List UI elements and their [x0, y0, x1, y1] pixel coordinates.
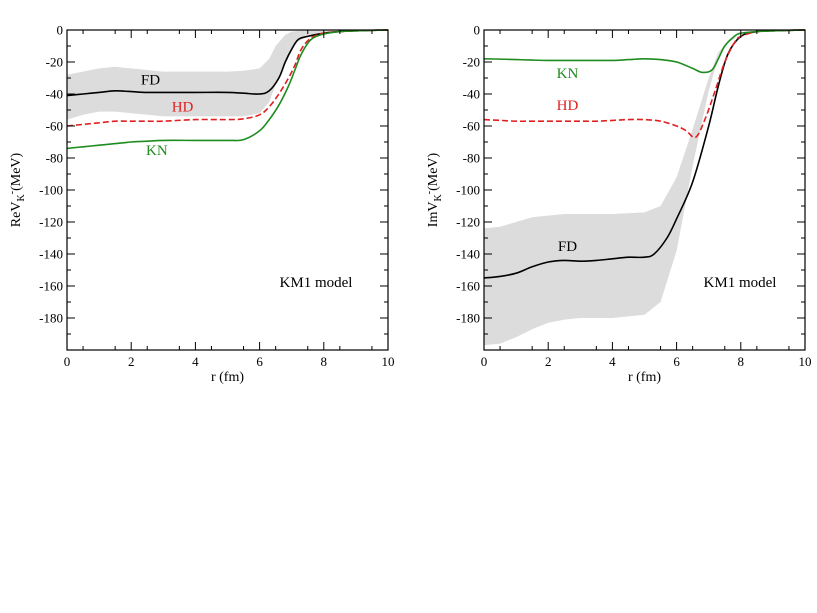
panel-real-potential: FD HD KN 0 2 4 6 8 10 0 -20 -40 -60 -80 -100 -120 -140 -1…: [7, 23, 395, 386]
x-axis-title: r (fm): [628, 370, 661, 385]
x-tick-label: 0: [481, 354, 488, 369]
series-line-kn: [66, 29, 389, 150]
y-tick-label: -40: [463, 87, 480, 102]
fd-uncertainty-band: [484, 30, 805, 346]
x-tick-label: 6: [673, 354, 680, 369]
y-tick-label: -20: [46, 55, 63, 70]
y-axis-title-sup: -: [7, 191, 18, 194]
y-tick-label: -140: [39, 247, 63, 262]
y-axis-title-unit: (MeV): [9, 152, 24, 190]
x-tick-label: 10: [382, 354, 395, 369]
panel-imag-potential: FD HD KN 0 2 4 6 8 10 0 -20 -40 -60 -80 -100 -120 -140 -1…: [424, 23, 812, 386]
series-label-fd: FD: [141, 72, 160, 88]
y-tick-label: -100: [456, 183, 480, 198]
y-tick-label: -60: [46, 119, 63, 134]
y-tick-label: -120: [39, 215, 63, 230]
x-tick-label: 8: [321, 354, 328, 369]
x-tick-label: 2: [545, 354, 552, 369]
x-axis-title: r (fm): [211, 370, 244, 385]
y-axis-title: ImVK-(MeV): [424, 152, 444, 227]
x-tick-label: 8: [738, 354, 745, 369]
series-line-kn: [483, 29, 806, 74]
y-axis-title-main: Im: [426, 212, 441, 228]
y-tick-label: -160: [39, 279, 63, 294]
series-label-fd: FD: [558, 239, 577, 255]
y-axis-title-main: Re: [9, 212, 24, 228]
y-axis-title-sup: -: [424, 191, 435, 194]
y-tick-label: -80: [46, 151, 63, 166]
series-label-hd: HD: [557, 98, 579, 114]
y-axis-title: ReVK-(MeV): [7, 152, 27, 227]
series-label-kn: KN: [146, 143, 168, 159]
y-tick-label: -100: [39, 183, 63, 198]
series-label-hd: HD: [172, 100, 194, 116]
y-tick-label: -60: [463, 119, 480, 134]
y-tick-label: -40: [46, 87, 63, 102]
y-axis-title-unit: (MeV): [426, 152, 441, 190]
model-annotation: KM1 model: [280, 275, 353, 291]
y-axis-title-sym: V: [9, 202, 24, 212]
x-tick-label: 4: [192, 354, 199, 369]
y-axis-title-sub: K: [16, 194, 27, 202]
series-label-kn: KN: [557, 66, 579, 82]
y-tick-label: -180: [456, 311, 480, 326]
y-tick-label: 0: [474, 23, 481, 38]
fd-uncertainty-band: [67, 30, 388, 120]
x-tick-label: 4: [609, 354, 616, 369]
y-tick-label: -120: [456, 215, 480, 230]
x-tick-label: 0: [64, 354, 71, 369]
y-tick-label: -160: [456, 279, 480, 294]
model-annotation: KM1 model: [704, 275, 777, 291]
y-axis-title-sym: V: [426, 202, 441, 212]
x-tick-label: 10: [799, 354, 812, 369]
y-tick-label: -20: [463, 55, 480, 70]
x-tick-label: 2: [128, 354, 135, 369]
y-tick-label: -180: [39, 311, 63, 326]
y-axis-title-sub: K: [433, 194, 444, 202]
y-tick-label: -140: [456, 247, 480, 262]
y-tick-label: -80: [463, 151, 480, 166]
x-tick-label: 6: [256, 354, 263, 369]
series-line-hd: [483, 29, 806, 139]
y-tick-label: 0: [57, 23, 64, 38]
